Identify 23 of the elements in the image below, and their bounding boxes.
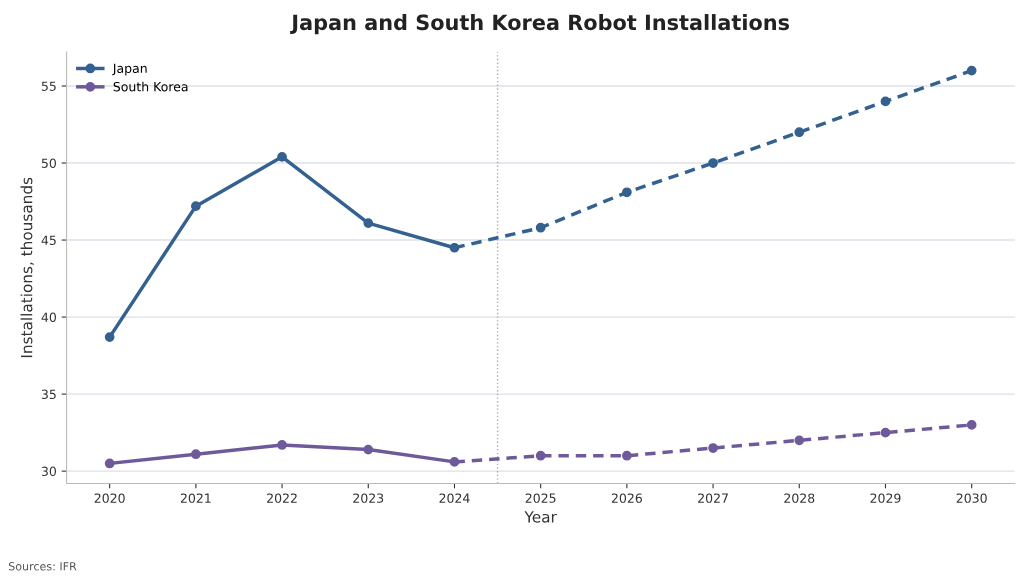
y-tick-label: 35 bbox=[41, 389, 56, 400]
x-tick-label: 2028 bbox=[784, 493, 815, 503]
x-tick-label: 2026 bbox=[611, 493, 642, 503]
y-tick-label: 40 bbox=[41, 312, 57, 323]
chart-title: Japan and South Korea Robot Installations bbox=[290, 14, 790, 35]
x-tick-label: 2023 bbox=[353, 493, 384, 503]
x-tick-label: 2021 bbox=[180, 493, 211, 503]
source-note: Sources: IFR bbox=[8, 562, 77, 571]
x-tick-label: 2027 bbox=[698, 493, 728, 503]
x-tick-label: 2024 bbox=[439, 493, 470, 503]
x-axis-title: Year bbox=[524, 511, 557, 523]
x-tick-label: 2025 bbox=[525, 493, 556, 503]
x-tick-label: 2020 bbox=[94, 493, 125, 503]
legend-label: Japan bbox=[112, 63, 147, 76]
y-tick-label: 45 bbox=[41, 235, 56, 245]
x-tick-label: 2022 bbox=[267, 493, 297, 503]
y-axis-title: Installations, thousands bbox=[20, 177, 34, 358]
y-tick-label: 30 bbox=[41, 466, 57, 477]
y-tick-label: 50 bbox=[41, 158, 57, 168]
x-tick-label: 2029 bbox=[870, 493, 901, 503]
y-tick-label: 55 bbox=[41, 81, 56, 91]
x-tick-label: 2030 bbox=[956, 493, 987, 503]
legend-label: South Korea bbox=[113, 81, 188, 92]
